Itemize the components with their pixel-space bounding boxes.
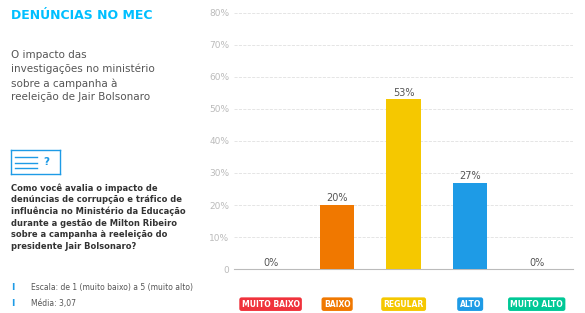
Text: I: I <box>11 283 15 292</box>
Text: 0%: 0% <box>529 258 544 268</box>
Text: BAIXO: BAIXO <box>324 300 350 309</box>
Text: Como você avalia o impacto de
denúncias de corrupção e tráfico de
influência no : Como você avalia o impacto de denúncias … <box>11 183 186 250</box>
Text: Escala: de 1 (muito baixo) a 5 (muito alto): Escala: de 1 (muito baixo) a 5 (muito al… <box>31 283 193 292</box>
Text: I: I <box>11 299 15 308</box>
Text: MUITO BAIXO: MUITO BAIXO <box>242 300 300 309</box>
Text: 0%: 0% <box>263 258 278 268</box>
Text: REGULAR: REGULAR <box>384 300 424 309</box>
Text: 20%: 20% <box>326 193 348 203</box>
Text: ?: ? <box>43 157 49 167</box>
Text: 53%: 53% <box>393 88 414 98</box>
Bar <box>386 99 421 269</box>
Text: 27%: 27% <box>459 171 481 181</box>
Text: Média: 3,07: Média: 3,07 <box>31 299 76 308</box>
Text: O impacto das
investigações no ministério
sobre a campanha à
reeleição de Jair B: O impacto das investigações no ministéri… <box>11 50 155 102</box>
Bar <box>453 182 487 269</box>
Bar <box>320 205 355 269</box>
Text: MUITO ALTO: MUITO ALTO <box>510 300 563 309</box>
Text: DENÚNCIAS NO MEC: DENÚNCIAS NO MEC <box>11 9 153 23</box>
Text: ALTO: ALTO <box>459 300 481 309</box>
